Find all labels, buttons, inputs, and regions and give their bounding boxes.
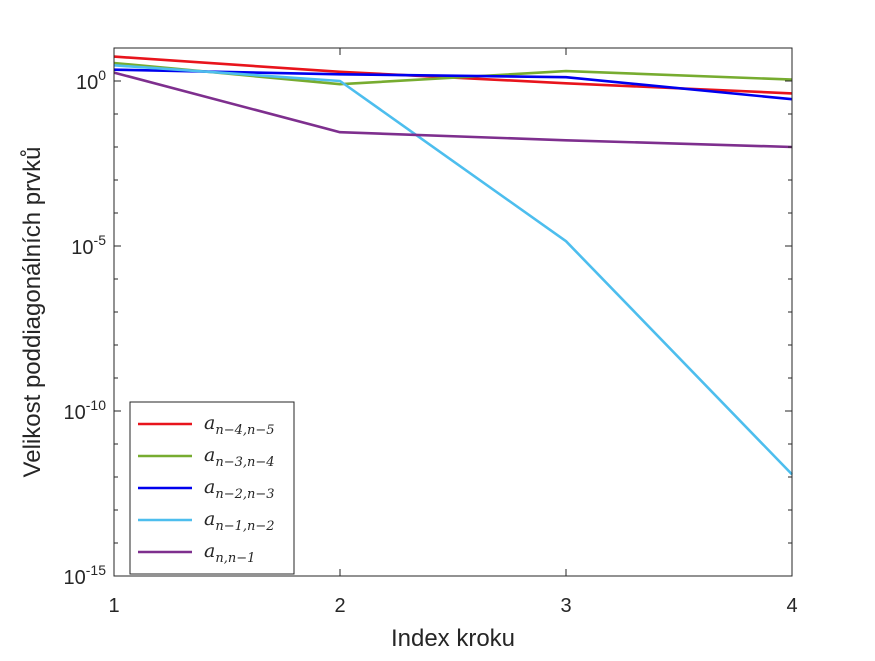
plot-frame	[113, 47, 793, 577]
x-tick-label: 3	[560, 595, 571, 617]
y-tick-label: 10-10	[64, 397, 107, 424]
x-tick-label: 4	[786, 595, 797, 617]
series-line-4	[113, 64, 793, 476]
x-tick-label: 2	[334, 595, 345, 617]
y-tick-label: 100	[76, 67, 106, 94]
legend-entry: an−4,n−5	[204, 412, 275, 438]
legend-entry: an−2,n−3	[204, 476, 275, 502]
y-tick-label: 10-5	[71, 232, 106, 259]
legend: an−4,n−5 an−3,n−4 an−2,n−3 an−1,n−2 an,n−1	[129, 401, 295, 575]
y-axis-label: Velikost poddiagonálních prvků	[19, 147, 46, 478]
legend-entry: an−1,n−2	[204, 508, 275, 534]
series-line-5	[113, 71, 793, 149]
lines-layer	[113, 55, 793, 476]
tick-labels-layer: 1 2 3 4 100 10-5 10-10 10-15	[64, 67, 798, 617]
legend-entry: an,n−1	[204, 540, 255, 566]
x-axis-label: Index kroku	[391, 625, 515, 652]
y-tick-label: 10-15	[64, 562, 107, 589]
legend-entry: an−3,n−4	[204, 444, 275, 470]
x-tick-label: 1	[108, 595, 119, 617]
